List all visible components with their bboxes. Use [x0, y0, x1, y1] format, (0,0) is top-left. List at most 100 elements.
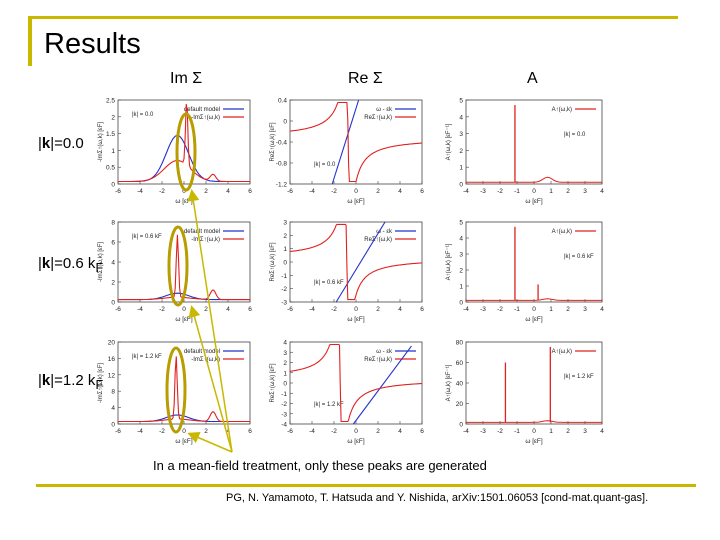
y-axis-label: -ImΣ↑(ω,k) [εF]	[98, 122, 104, 162]
y-tick-label: 0	[459, 422, 463, 429]
y-tick-label: 3	[283, 350, 287, 357]
y-tick-label: 0	[111, 422, 115, 429]
y-tick-label: 8	[111, 389, 115, 396]
y-tick-label: 2	[111, 114, 115, 121]
x-tick-label: 4	[600, 428, 604, 435]
y-tick-label: 60	[456, 360, 464, 367]
row-label-k12: |k|=1.2 kF	[38, 372, 104, 392]
x-tick-label: -4	[137, 306, 143, 313]
dispersion-line	[352, 345, 412, 425]
x-tick-label: -3	[480, 428, 486, 435]
y-tick-label: 1	[283, 246, 287, 253]
x-tick-label: -2	[331, 188, 337, 195]
y-tick-label: 40	[456, 381, 464, 388]
y-tick-label: 0	[111, 300, 115, 307]
x-tick-label: -4	[463, 188, 469, 195]
legend-entry: ω - εk	[376, 107, 393, 113]
x-tick-label: 2	[566, 306, 570, 313]
highlight-oval-k12	[165, 346, 187, 434]
y-axis-label: -ImΣ↑(ω,k) [εF]	[98, 363, 104, 403]
x-tick-label: -2	[497, 306, 503, 313]
plot-panel-a-k0: -4 -3 -2 -1 0 1 2 3 4 5 4 3 2 1 0 ω [εF] A↑(ω,k) [εF⁻¹] A…	[446, 98, 604, 206]
column-header-im-sigma: Im Σ	[170, 70, 203, 87]
legend-entry: ReΣ↑(ω,k)	[364, 237, 392, 243]
y-tick-label: 2	[283, 360, 287, 367]
x-axis-label: ω [εF]	[175, 316, 193, 323]
x-axis-label: ω [εF]	[525, 198, 543, 205]
y-tick-label: -0.4	[276, 140, 288, 147]
y-axis-label: A↑(ω,k) [εF⁻¹]	[446, 123, 452, 160]
y-tick-label: 4	[459, 236, 463, 243]
y-tick-label: 3	[283, 220, 287, 227]
x-tick-label: 2	[566, 428, 570, 435]
spectral-baseline	[466, 420, 602, 423]
y-tick-label: 80	[456, 340, 464, 347]
x-tick-label: 0	[532, 188, 536, 195]
x-tick-label: -6	[287, 428, 293, 435]
x-tick-label: 6	[248, 188, 252, 195]
y-tick-label: 1	[459, 284, 463, 291]
x-tick-label: 0	[532, 306, 536, 313]
y-tick-label: 0.4	[278, 98, 287, 105]
legend-entry: ReΣ↑(ω,k)	[364, 357, 392, 363]
y-tick-label: 0	[283, 119, 287, 126]
x-tick-label: -4	[309, 188, 315, 195]
x-tick-label: 4	[600, 188, 604, 195]
x-tick-label: -2	[159, 188, 165, 195]
row-label-k0: |k|=0.0	[38, 135, 84, 152]
re-sigma-curve	[289, 223, 423, 301]
x-tick-label: -4	[137, 188, 143, 195]
annotation-text: In a mean-field treatment, only these pe…	[153, 458, 487, 473]
plot-frame	[465, 221, 603, 303]
y-tick-label: -0.8	[276, 161, 288, 168]
x-tick-label: -2	[331, 428, 337, 435]
x-tick-label: -4	[309, 428, 315, 435]
legend-entry: default model	[184, 349, 220, 355]
plot-frame	[465, 99, 603, 185]
x-tick-label: 4	[226, 306, 230, 313]
x-tick-label: 1	[549, 428, 553, 435]
y-tick-label: 0	[111, 182, 115, 189]
x-tick-label: 1	[549, 188, 553, 195]
x-tick-label: 0	[532, 428, 536, 435]
x-tick-label: -6	[115, 428, 121, 435]
y-tick-label: 5	[459, 98, 463, 105]
y-tick-label: 1	[459, 165, 463, 172]
k-value-box: |k| = 0.6 kF	[132, 234, 162, 240]
k-value-box: |k| = 1.2 kF	[564, 374, 594, 380]
y-axis-label: A↑(ω,k) [εF⁻¹]	[446, 364, 452, 401]
x-tick-label: 6	[248, 428, 252, 435]
x-tick-label: 2	[376, 428, 380, 435]
y-tick-label: -1.2	[276, 182, 288, 189]
y-tick-label: -3	[281, 300, 287, 307]
x-tick-label: 6	[420, 428, 424, 435]
y-tick-label: 0	[283, 381, 287, 388]
x-axis-label: ω [εF]	[175, 438, 193, 445]
annotation-arrow-2	[188, 305, 233, 453]
y-tick-label: 1.5	[106, 131, 115, 138]
y-tick-label: 3	[459, 252, 463, 259]
x-axis-label: ω [εF]	[347, 198, 365, 205]
y-tick-label: 20	[456, 401, 464, 408]
y-tick-label: 4	[283, 340, 287, 347]
x-axis-label: ω [εF]	[525, 316, 543, 323]
k-value-box: |k| = 1.2 kF	[314, 402, 344, 408]
x-tick-label: 0	[182, 428, 186, 435]
plot-frame	[289, 341, 423, 425]
y-tick-label: 2	[459, 148, 463, 155]
y-tick-label: 0	[459, 300, 463, 307]
x-tick-label: -6	[115, 188, 121, 195]
x-tick-label: -6	[287, 188, 293, 195]
x-tick-label: 0	[354, 306, 358, 313]
dispersion-line	[335, 221, 386, 303]
x-tick-label: -1	[514, 188, 520, 195]
plot-panel-a-k06: -4 -3 -2 -1 0 1 2 3 4 5 4 3 2 1 0 ω [εF] A↑(ω,k) [εF⁻¹] A…	[446, 220, 604, 324]
x-tick-label: 2	[376, 188, 380, 195]
x-tick-label: 4	[226, 188, 230, 195]
y-axis-label: ReΣ↑(ω,k) [εF]	[270, 122, 276, 161]
highlight-oval-k0	[175, 112, 197, 192]
x-axis-label: ω [εF]	[347, 438, 365, 445]
x-tick-label: -4	[463, 306, 469, 313]
x-tick-label: 4	[398, 306, 402, 313]
